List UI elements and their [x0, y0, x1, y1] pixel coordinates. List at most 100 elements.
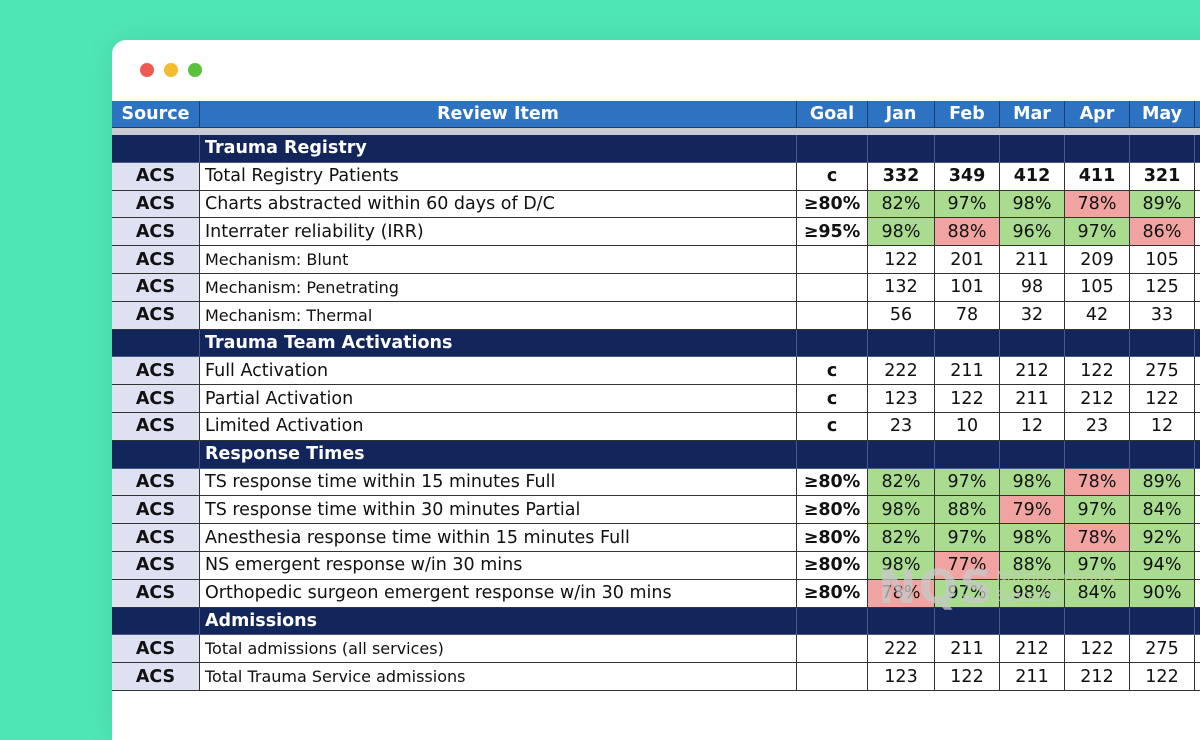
value-cell: 222	[868, 635, 935, 664]
value-cell: 32	[1000, 301, 1065, 330]
spreadsheet: Source Review Item Goal Jan Feb Mar Apr May Trau…	[112, 101, 1200, 691]
section-cell	[797, 135, 868, 163]
close-button[interactable]	[140, 63, 154, 77]
review-item: Limited Activation	[200, 413, 797, 441]
value-cell: 332	[868, 162, 935, 191]
value-cell: 12	[1000, 413, 1065, 441]
value-cell: 12	[1130, 413, 1195, 441]
review-item: Total Registry Patients	[200, 162, 797, 191]
section-cell	[1130, 607, 1195, 636]
review-item: NS emergent response w/in 30 mins	[200, 552, 797, 580]
review-item: Total Trauma Service admissions	[200, 663, 797, 691]
value-cell	[1195, 580, 1200, 608]
column-header: Apr	[1065, 101, 1130, 128]
value-cell	[1195, 635, 1200, 664]
value-cell: 212	[1000, 357, 1065, 386]
source-cell: ACS	[112, 246, 200, 274]
goal-cell	[797, 635, 868, 664]
section-cell	[868, 135, 935, 163]
goal-cell: ≥80%	[797, 524, 868, 552]
value-cell: 122	[935, 663, 1000, 691]
value-cell: 105	[1130, 246, 1195, 274]
value-cell: 97%	[1065, 496, 1130, 525]
goal-cell: ≥95%	[797, 218, 868, 247]
source-cell: ACS	[112, 218, 200, 247]
goal-cell: c	[797, 385, 868, 413]
source-cell: ACS	[112, 413, 200, 441]
section-cell	[1195, 440, 1200, 469]
review-item: Partial Activation	[200, 385, 797, 413]
section-cell	[1000, 135, 1065, 163]
value-cell: 211	[1000, 246, 1065, 274]
section-title: Response Times	[200, 440, 797, 469]
value-cell	[1195, 302, 1200, 330]
value-cell	[1195, 274, 1200, 302]
section-title: Trauma Registry	[200, 135, 797, 163]
value-cell: 90%	[1130, 579, 1195, 608]
section-title: Admissions	[200, 607, 797, 636]
goal-cell: ≥80%	[797, 468, 868, 497]
value-cell: 97%	[1065, 552, 1130, 580]
value-cell: 275	[1130, 635, 1195, 664]
section-cell	[112, 440, 200, 469]
value-cell: 78%	[1065, 524, 1130, 552]
section-cell	[1065, 607, 1130, 636]
value-cell: 97%	[935, 190, 1000, 219]
value-cell: 412	[1000, 162, 1065, 191]
section-cell	[1195, 607, 1200, 636]
value-cell: 77%	[935, 552, 1000, 580]
value-cell: 89%	[1130, 190, 1195, 219]
value-cell: 122	[868, 246, 935, 274]
column-header: Jan	[868, 101, 935, 128]
value-cell: 88%	[935, 496, 1000, 525]
value-cell	[1195, 524, 1200, 552]
goal-cell: ≥80%	[797, 579, 868, 608]
value-cell: 98%	[868, 218, 935, 247]
value-cell	[1195, 163, 1200, 191]
value-cell: 98%	[1000, 468, 1065, 497]
section-cell	[868, 329, 935, 358]
goal-cell: c	[797, 357, 868, 386]
value-cell: 122	[1065, 357, 1130, 386]
section-cell	[797, 607, 868, 636]
value-cell: 94%	[1130, 552, 1195, 580]
value-cell: 222	[868, 357, 935, 386]
minimize-button[interactable]	[164, 63, 178, 77]
value-cell: 79%	[1000, 496, 1065, 525]
source-cell: ACS	[112, 357, 200, 386]
value-cell: 211	[935, 357, 1000, 386]
value-cell: 97%	[935, 579, 1000, 608]
review-item: TS response time within 15 minutes Full	[200, 468, 797, 497]
value-cell: 97%	[935, 524, 1000, 552]
section-cell	[935, 135, 1000, 163]
value-cell: 123	[868, 385, 935, 413]
value-cell: 98%	[1000, 524, 1065, 552]
source-cell: ACS	[112, 524, 200, 552]
review-item: Mechanism: Blunt	[200, 246, 797, 274]
value-cell: 84%	[1065, 579, 1130, 608]
value-cell: 98	[1000, 274, 1065, 302]
section-cell	[868, 440, 935, 469]
review-item: Total admissions (all services)	[200, 635, 797, 664]
value-cell	[1195, 413, 1200, 441]
value-cell	[1195, 218, 1200, 247]
value-cell: 98%	[868, 552, 935, 580]
source-cell: ACS	[112, 635, 200, 664]
section-cell	[868, 607, 935, 636]
source-cell: ACS	[112, 385, 200, 413]
value-cell: 125	[1130, 274, 1195, 302]
section-cell	[1065, 135, 1130, 163]
value-cell: 96%	[1000, 218, 1065, 247]
section-cell	[797, 329, 868, 358]
value-cell: 88%	[935, 218, 1000, 247]
section-cell	[1195, 135, 1200, 163]
section-cell	[112, 607, 200, 636]
maximize-button[interactable]	[188, 63, 202, 77]
header-gap	[112, 128, 1200, 135]
section-title: Trauma Team Activations	[200, 329, 797, 358]
value-cell: 98%	[868, 496, 935, 525]
section-cell	[1000, 607, 1065, 636]
value-cell: 56	[868, 301, 935, 330]
review-item: Mechanism: Penetrating	[200, 274, 797, 302]
value-cell: 98%	[1000, 190, 1065, 219]
